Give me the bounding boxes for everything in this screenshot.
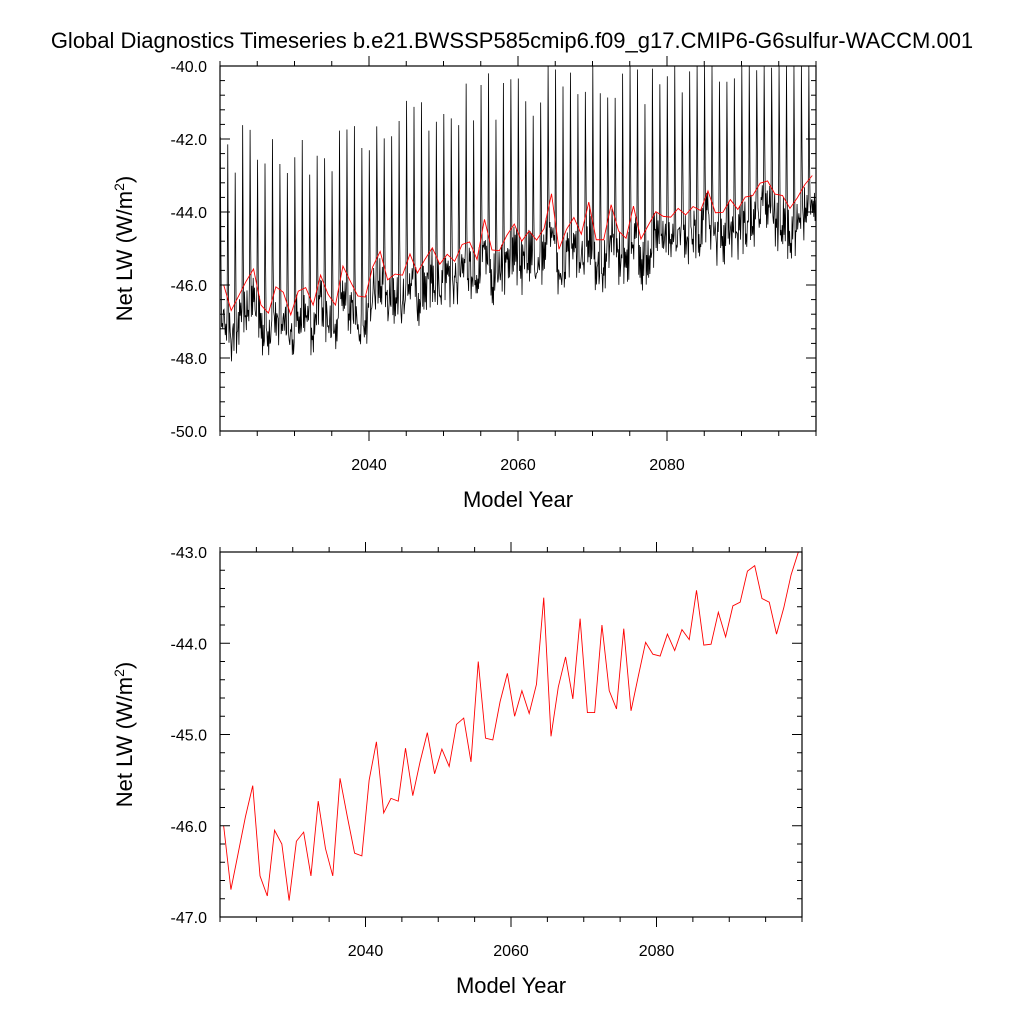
top-ytick-label: -40.0 (171, 59, 208, 76)
top-series-annual-line (223, 175, 813, 317)
top-x-axis-label: Model Year (463, 487, 573, 512)
bottom-xtick-label: 2040 (348, 943, 384, 960)
bottom-xtick-label: 2060 (493, 943, 529, 960)
top-xtick-label: 2080 (649, 457, 685, 474)
chart-top-monthly-and-annual: 2040 2060 2080 -50.0 -48.0 -46.0 -44.0 -42.0 -40… (111, 56, 817, 512)
bottom-series-annual-line (223, 551, 799, 901)
top-xtick-label: 2040 (351, 457, 387, 474)
top-ytick-label: -44.0 (171, 205, 208, 222)
top-xtick-label: 2060 (500, 457, 536, 474)
chart-title: Global Diagnostics Timeseries b.e21.BWSS… (50, 28, 974, 53)
bottom-x-axis-label: Model Year (456, 973, 566, 998)
top-ytick-label: -42.0 (171, 132, 208, 149)
top-ytick-label: -50.0 (171, 424, 208, 441)
top-series-monthly-line (219, 65, 817, 362)
top-ytick-label: -46.0 (171, 278, 208, 295)
top-plot-area: 2040 2060 2080 -50.0 -48.0 -46.0 -44.0 -42.0 -40… (111, 56, 817, 512)
bottom-y-axis-label: Net LW (W/m2) (111, 662, 137, 807)
bottom-ytick-label: -45.0 (171, 728, 208, 745)
bottom-ytick-label: -43.0 (171, 545, 208, 562)
bottom-ytick-label: -46.0 (171, 819, 208, 836)
top-y-axis-label: Net LW (W/m2) (111, 176, 137, 321)
bottom-ytick-label: -44.0 (171, 636, 208, 653)
bottom-ytick-label: -47.0 (171, 910, 208, 927)
bottom-axes-frame (219, 551, 803, 918)
bottom-plot-area: 2040 2060 2080 -47.0 -46.0 -45.0 -44.0 -43.0 Mod… (111, 542, 803, 998)
bottom-xtick-label: 2080 (639, 943, 675, 960)
top-ytick-label: -48.0 (171, 351, 208, 368)
